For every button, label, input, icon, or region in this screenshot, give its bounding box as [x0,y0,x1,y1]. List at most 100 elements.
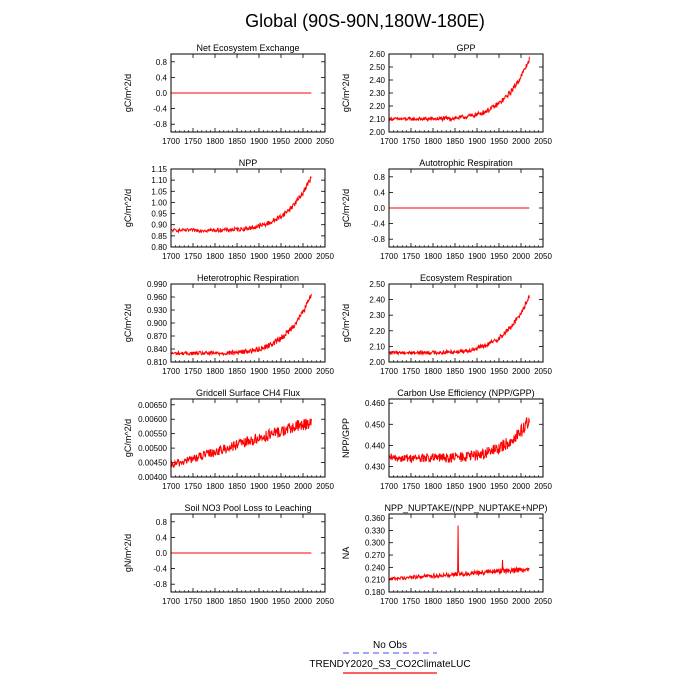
y-axis-label: gC/m^2/d [123,304,133,342]
chart-panels: Net Ecosystem Exchange gC/m^2/d 0.8 0.4 0.0 -… [123,43,552,606]
x-tick-label: 1950 [272,367,290,376]
x-tick-label: 1850 [228,597,246,606]
y-tick-label: -0.8 [371,235,385,244]
x-tick-label: 2000 [512,482,530,491]
y-tick-label: 0.840 [147,345,168,354]
plot-frame [170,398,326,478]
y-tick-label: 0.930 [147,306,168,315]
y-tick-label: 0.330 [365,526,386,535]
plot-frame [388,398,544,478]
series-line [388,417,530,464]
x-tick-label: 1750 [402,367,420,376]
x-tick-label: 1850 [446,482,464,491]
x-tick-label: 2000 [294,597,312,606]
panel-ch4: Gridcell Surface CH4 Flux gC/m^2/d 0.00650… [123,388,334,491]
panel-title: GPP [456,43,475,53]
legend-label-no-obs: No Obs [373,640,407,651]
x-tick-label: 1850 [228,137,246,146]
y-tick-label: 2.10 [369,115,385,124]
x-tick-label: 1750 [402,137,420,146]
x-tick-label: 2050 [534,482,552,491]
x-tick-label: 1750 [402,482,420,491]
x-tick-label: 1700 [380,482,398,491]
panel-gpp: GPPgC/m^2/d2.602.502.402.302.202.102.001… [341,43,552,146]
y-tick-label: -0.8 [153,120,167,129]
x-tick-label: 1950 [490,252,508,261]
panel-title: Autotrophic Respiration [419,158,513,168]
y-axis-label: gC/m^2/d [341,189,351,227]
x-tick-label: 1800 [206,597,224,606]
x-tick-label: 1800 [424,597,442,606]
y-tick-label: 0.300 [365,539,386,548]
y-tick-label: 0.0 [156,89,168,98]
x-tick-label: 1700 [380,367,398,376]
y-tick-label: 2.00 [369,128,385,137]
x-tick-label: 2050 [534,367,552,376]
y-tick-label: 0.90 [151,221,167,230]
x-tick-label: 1900 [468,367,486,376]
y-axis-label: NPP/GPP [341,418,351,458]
y-tick-label: 0.460 [365,399,386,408]
x-tick-label: 2050 [534,597,552,606]
y-axis-label: gC/m^2/d [123,419,133,457]
x-tick-label: 1750 [402,597,420,606]
panel-no3: Soil NO3 Pool Loss to Leaching gN/m^2/d 0.… [123,503,334,606]
x-tick-label: 1850 [446,137,464,146]
y-tick-label: 2.20 [369,102,385,111]
x-tick-label: 1900 [468,482,486,491]
y-tick-label: 1.05 [151,187,167,196]
x-tick-label: 1750 [184,482,202,491]
y-tick-label: 0.85 [151,232,167,241]
panel-nup: NPP_NUPTAKE/(NPP_NUPTAKE+NPP) NA 0.360 0.33… [341,503,552,606]
y-tick-label: 0.4 [156,533,168,542]
x-tick-label: 1900 [468,252,486,261]
plot-frame [170,283,326,363]
y-tick-label: 0.430 [365,462,386,471]
x-tick-label: 1750 [184,137,202,146]
panel-er: Ecosystem Respiration gC/m^2/d 2.50 2.40 2.3… [341,273,552,376]
y-tick-label: 0.960 [147,293,168,302]
y-tick-label: 0.00500 [138,444,167,453]
panel-title: Ecosystem Respiration [420,273,512,283]
x-tick-label: 1900 [468,597,486,606]
x-tick-label: 1700 [380,137,398,146]
y-tick-label: -0.8 [153,580,167,589]
y-axis-label: gN/m^2/d [123,534,133,572]
x-tick-label: 1750 [402,252,420,261]
y-tick-label: 0.00550 [138,430,167,439]
panel-title: Soil NO3 Pool Loss to Leaching [184,503,311,513]
y-tick-label: 1.15 [151,165,167,174]
y-tick-label: 0.810 [147,358,168,367]
y-tick-label: 0.270 [365,551,386,560]
y-axis-label: gC/m^2/d [341,304,351,342]
y-tick-label: 0.4 [374,188,386,197]
x-tick-label: 1750 [184,597,202,606]
series-line [388,56,530,123]
y-tick-label: 2.40 [369,76,385,85]
y-tick-label: 0.180 [365,588,386,597]
y-tick-label: 2.10 [369,342,385,351]
x-tick-label: 2000 [294,137,312,146]
x-tick-label: 1900 [468,137,486,146]
y-tick-label: 0.870 [147,332,168,341]
y-axis-label: gC/m^2/d [123,189,133,227]
plot-frame [388,513,544,593]
panel-ar: Autotrophic Respiration gC/m^2/d 0.8 0.4 0.0… [341,158,552,261]
y-tick-label: 2.40 [369,296,385,305]
y-tick-label: 2.50 [369,63,385,72]
x-tick-label: 2050 [534,252,552,261]
y-tick-label: 0.80 [151,243,167,252]
panel-nee: Net Ecosystem Exchange gC/m^2/d 0.8 0.4 0.0 -… [123,43,334,146]
x-tick-label: 1950 [490,597,508,606]
x-tick-label: 1950 [272,137,290,146]
x-tick-label: 1900 [250,137,268,146]
x-tick-label: 1800 [424,482,442,491]
legend-label-trendy: TRENDY2020_S3_CO2ClimateLUC [309,659,470,670]
y-tick-label: 1.10 [151,176,167,185]
x-tick-label: 1800 [424,137,442,146]
y-tick-label: 2.00 [369,358,385,367]
series-line [170,418,312,468]
y-axis-label: gC/m^2/d [341,74,351,112]
y-tick-label: 0.8 [374,173,386,182]
